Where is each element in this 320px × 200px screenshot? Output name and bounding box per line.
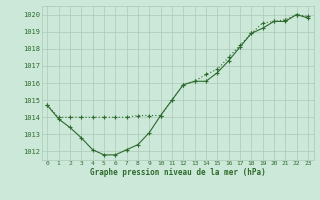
X-axis label: Graphe pression niveau de la mer (hPa): Graphe pression niveau de la mer (hPa) bbox=[90, 168, 266, 177]
